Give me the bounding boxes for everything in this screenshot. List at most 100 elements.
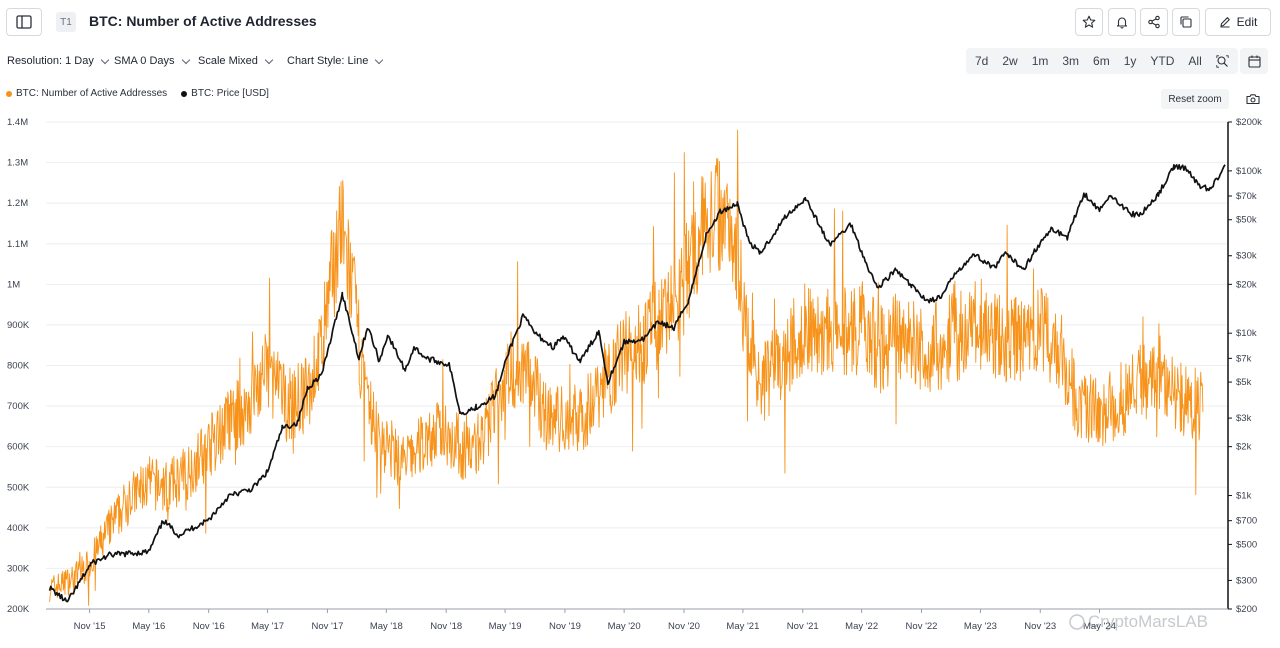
range-1m[interactable]: 1m: [1031, 54, 1049, 68]
chart-canvas[interactable]: CryptoMarsLAB 200K 300K 400K 500K 600K 700K 80…: [0, 110, 1280, 648]
y-left-tick-label: 1.1M: [7, 239, 28, 250]
x-tick-label: May '21: [726, 621, 759, 632]
x-tick-label: May '24: [1083, 621, 1116, 632]
chevron-down-icon: [264, 55, 274, 64]
time-range-selector: 7d 2w 1m 3m 6m 1y YTD All: [966, 48, 1238, 74]
sma-dropdown[interactable]: SMA 0 Days: [114, 55, 190, 67]
price-line: [48, 163, 1226, 603]
x-tick-label: Nov '17: [311, 621, 343, 632]
y-right-tick-label: $20k: [1236, 279, 1257, 290]
range-all[interactable]: All: [1188, 54, 1202, 68]
screenshot-button[interactable]: [1244, 90, 1262, 108]
chevron-down-icon: [100, 55, 110, 64]
y-left-tick-label: 800K: [7, 361, 30, 372]
edit-label: Edit: [1236, 15, 1258, 29]
x-tick-label: May '16: [132, 621, 165, 632]
star-icon: [1082, 15, 1096, 28]
chart-controls: Resolution: 1 Day SMA 0 Days Scale Mixed…: [0, 48, 1280, 76]
reset-zoom-button[interactable]: Reset zoom: [1161, 89, 1229, 109]
y-left-tick-label: 1.2M: [7, 198, 28, 209]
y-right-tick-label: $200: [1236, 604, 1257, 615]
y-left-tick-label: 500K: [7, 482, 30, 493]
legend-swatch: [181, 90, 188, 97]
chart-style-dropdown[interactable]: Chart Style: Line: [287, 55, 384, 67]
x-tick-label: May '20: [608, 621, 641, 632]
legend-label: BTC: Number of Active Addresses: [16, 88, 168, 99]
alert-button[interactable]: [1108, 8, 1136, 36]
bell-icon: [1116, 17, 1128, 29]
y-left-tick-label: 1.3M: [7, 158, 28, 169]
x-tick-label: May '17: [251, 621, 284, 632]
resolution-label: Resolution: 1 Day: [7, 55, 94, 67]
favorite-button[interactable]: [1075, 8, 1103, 36]
legend-swatch: [6, 90, 12, 97]
page-title: BTC: Number of Active Addresses: [89, 13, 317, 29]
x-tick-label: May '18: [370, 621, 403, 632]
y-left-tick-label: 700K: [7, 401, 30, 412]
y-left-tick-label: 1.4M: [7, 117, 28, 128]
share-icon: [1148, 15, 1160, 29]
resolution-dropdown[interactable]: Resolution: 1 Day: [7, 55, 110, 67]
range-ytd[interactable]: YTD: [1150, 54, 1175, 68]
y-left-tick-label: 900K: [7, 320, 30, 331]
y-right-tick-label: $70k: [1236, 191, 1257, 202]
y-left-tick-label: 1M: [7, 279, 20, 290]
range-3m[interactable]: 3m: [1062, 54, 1080, 68]
y-right-tick-label: $10k: [1236, 328, 1257, 339]
y-right-tick-label: $700: [1236, 516, 1257, 527]
y-right-tick-label: $3k: [1236, 413, 1252, 424]
y-right-tick-label: $30k: [1236, 251, 1257, 262]
calendar-icon: [1247, 55, 1261, 68]
x-tick-label: Nov '23: [1024, 621, 1056, 632]
y-right-tick-label: $5k: [1236, 377, 1252, 388]
y-left-tick-label: 200K: [7, 604, 30, 615]
copy-icon: [1180, 16, 1192, 28]
range-2w[interactable]: 2w: [1002, 54, 1018, 68]
legend-label: BTC: Price [USD]: [191, 88, 269, 99]
scale-dropdown[interactable]: Scale Mixed: [198, 55, 274, 67]
range-7d[interactable]: 7d: [975, 54, 989, 68]
zoom-search-icon: [1216, 55, 1229, 68]
range-6m[interactable]: 6m: [1093, 54, 1110, 68]
x-tick-label: May '22: [845, 621, 878, 632]
active-addresses-series: [49, 129, 1204, 606]
scale-label: Scale Mixed: [198, 55, 258, 67]
duplicate-button[interactable]: [1172, 8, 1200, 36]
y-left-tick-label: 400K: [7, 523, 30, 534]
y-right-tick-label: $50k: [1236, 215, 1257, 226]
pencil-icon: [1220, 17, 1230, 28]
y-left-tick-label: 600K: [7, 442, 30, 453]
x-tick-label: Nov '19: [549, 621, 581, 632]
y-right-tick-label: $300: [1236, 575, 1257, 586]
x-tick-label: Nov '22: [906, 621, 938, 632]
watermark-logo-icon: [1069, 614, 1085, 630]
y-right-tick-label: $200k: [1236, 117, 1262, 128]
edit-button[interactable]: Edit: [1205, 8, 1271, 36]
price-series: [48, 163, 1226, 603]
axes: 200K 300K 400K 500K 600K 700K 800K 900K 1M 1.1M 1.…: [7, 117, 1262, 632]
x-tick-label: Nov '18: [430, 621, 462, 632]
calendar-button[interactable]: [1240, 48, 1268, 74]
watermark: CryptoMarsLAB: [1088, 612, 1208, 631]
legend-item-price[interactable]: BTC: Price [USD]: [181, 88, 269, 99]
active-addresses-line: [49, 129, 1204, 606]
share-button[interactable]: [1140, 8, 1168, 36]
sidebar-icon: [16, 15, 32, 29]
chart-legend: BTC: Number of Active Addresses BTC: Pri…: [6, 88, 269, 99]
range-1y[interactable]: 1y: [1123, 54, 1137, 68]
sma-label: SMA 0 Days: [114, 55, 175, 67]
x-tick-label: May '19: [489, 621, 522, 632]
zoom-search-button[interactable]: [1209, 48, 1236, 74]
legend-item-active-addresses[interactable]: BTC: Number of Active Addresses: [6, 88, 167, 99]
y-right-tick-label: $100k: [1236, 166, 1262, 177]
sidebar-toggle-button[interactable]: [6, 8, 42, 36]
chevron-down-icon: [375, 55, 384, 64]
x-tick-label: Nov '15: [74, 621, 106, 632]
y-right-tick-label: $7k: [1236, 353, 1252, 364]
x-tick-label: Nov '20: [668, 621, 700, 632]
y-right-tick-label: $2k: [1236, 442, 1252, 453]
y-left-tick-label: 300K: [7, 563, 30, 574]
y-right-tick-label: $500: [1236, 539, 1257, 550]
x-tick-label: Nov '21: [787, 621, 819, 632]
x-tick-label: Nov '16: [193, 621, 225, 632]
